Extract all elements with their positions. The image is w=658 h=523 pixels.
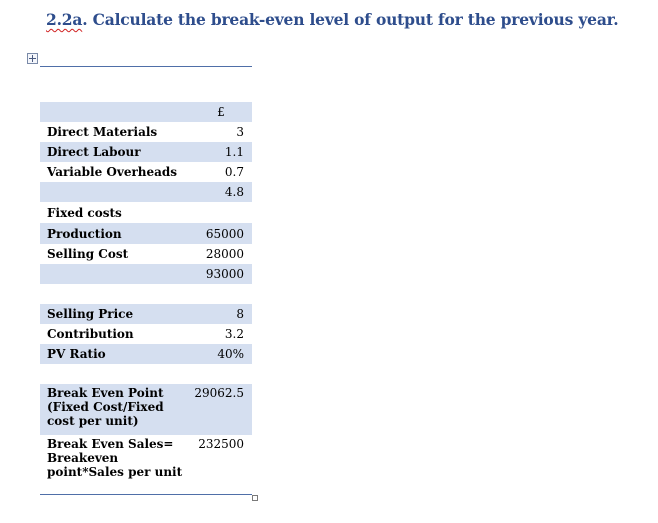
row-label: Break Even Sales= Breakeven point*Sales …: [47, 437, 183, 479]
table-header-row: £: [40, 102, 252, 122]
row-label: Break Even Point (Fixed Cost/Fixed cost …: [47, 386, 164, 428]
row-value: 40%: [217, 347, 244, 361]
table-resize-handle-icon[interactable]: [252, 495, 258, 501]
row-label: Production: [47, 226, 122, 241]
table-top-border: [40, 66, 252, 67]
row-value: 65000: [205, 226, 244, 241]
row-value: 8: [236, 307, 244, 321]
row-value: 29062.5: [194, 386, 244, 400]
table-row: 93000: [40, 264, 252, 284]
table-row: Selling Cost 28000: [40, 244, 252, 264]
row-value: 93000: [205, 267, 244, 281]
table-row: Break Even Sales= Breakeven point*Sales …: [40, 435, 252, 486]
row-value: 3: [236, 125, 244, 139]
table-row: Fixed costs: [40, 202, 252, 223]
table-row: Direct Labour 1.1: [40, 142, 252, 162]
row-value: 3.2: [224, 327, 244, 341]
table-row: 4.8: [40, 182, 252, 202]
table-row: Break Even Point (Fixed Cost/Fixed cost …: [40, 384, 252, 435]
table-row: Direct Materials 3: [40, 122, 252, 142]
table-bottom-border: [40, 494, 252, 495]
table-move-handle-icon[interactable]: [27, 53, 38, 64]
row-label: Direct Labour: [47, 145, 141, 159]
table-spacer-row: [40, 364, 252, 384]
row-label: Fixed costs: [47, 205, 122, 220]
table-row: Production 65000: [40, 223, 252, 244]
row-label: Direct Materials: [47, 125, 158, 139]
question-heading: 2.2a. Calculate the break-even level of …: [46, 10, 619, 29]
table-row: Contribution 3.2: [40, 324, 252, 344]
row-label: PV Ratio: [47, 347, 106, 361]
row-value: 1.1: [224, 145, 244, 159]
currency-header: £: [217, 105, 225, 119]
row-value: 28000: [205, 247, 244, 261]
table-row: PV Ratio 40%: [40, 344, 252, 364]
row-label: Variable Overheads: [47, 165, 178, 179]
table-row: Selling Price 8: [40, 304, 252, 324]
table-spacer-row: [40, 284, 252, 304]
row-label: Selling Cost: [47, 247, 129, 261]
row-label: Contribution: [47, 327, 134, 341]
break-even-table: £ Direct Materials 3 Direct Labour 1.1 V…: [40, 102, 252, 486]
row-value: 4.8: [224, 185, 244, 199]
heading-number: 2.2a: [46, 10, 83, 29]
row-value: 232500: [198, 437, 244, 451]
table-row: Variable Overheads 0.7: [40, 162, 252, 182]
row-value: 0.7: [224, 165, 244, 179]
heading-text: . Calculate the break-even level of outp…: [82, 10, 619, 29]
row-label: Selling Price: [47, 307, 134, 321]
